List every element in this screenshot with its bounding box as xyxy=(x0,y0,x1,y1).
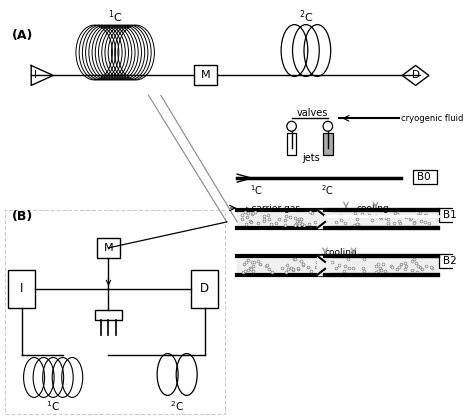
Text: I: I xyxy=(34,71,36,81)
Text: B0: B0 xyxy=(417,172,431,182)
Text: (B): (B) xyxy=(12,210,33,223)
Text: D: D xyxy=(411,71,419,81)
Text: $^2$C: $^2$C xyxy=(170,399,184,413)
Text: B1: B1 xyxy=(443,210,457,220)
FancyBboxPatch shape xyxy=(95,310,122,320)
Bar xyxy=(287,133,296,155)
Text: $^2$C: $^2$C xyxy=(321,183,334,197)
Text: → carrier gas: → carrier gas xyxy=(241,204,300,213)
FancyBboxPatch shape xyxy=(439,208,460,222)
Text: $^1$C: $^1$C xyxy=(250,183,263,197)
FancyBboxPatch shape xyxy=(194,66,217,85)
Polygon shape xyxy=(318,210,330,228)
Text: cooling: cooling xyxy=(325,248,357,257)
Text: $^1$C: $^1$C xyxy=(108,9,122,25)
Text: M: M xyxy=(201,71,210,81)
Bar xyxy=(323,133,333,155)
Polygon shape xyxy=(318,256,330,275)
Text: B2: B2 xyxy=(443,256,457,266)
Text: D: D xyxy=(200,282,210,295)
Text: cryogenic fluid: cryogenic fluid xyxy=(401,114,464,123)
FancyBboxPatch shape xyxy=(97,238,120,258)
Text: cooling: cooling xyxy=(356,204,389,213)
Text: $^2$C: $^2$C xyxy=(299,9,313,25)
FancyBboxPatch shape xyxy=(439,254,460,268)
Text: jets: jets xyxy=(302,153,319,163)
FancyBboxPatch shape xyxy=(191,270,218,308)
Polygon shape xyxy=(237,174,252,182)
Text: I: I xyxy=(20,282,23,295)
Text: $^1$C: $^1$C xyxy=(46,399,60,413)
Text: (A): (A) xyxy=(12,29,34,42)
FancyBboxPatch shape xyxy=(413,170,437,184)
Text: M: M xyxy=(104,243,113,253)
Text: valves: valves xyxy=(297,108,328,118)
FancyBboxPatch shape xyxy=(9,270,35,308)
